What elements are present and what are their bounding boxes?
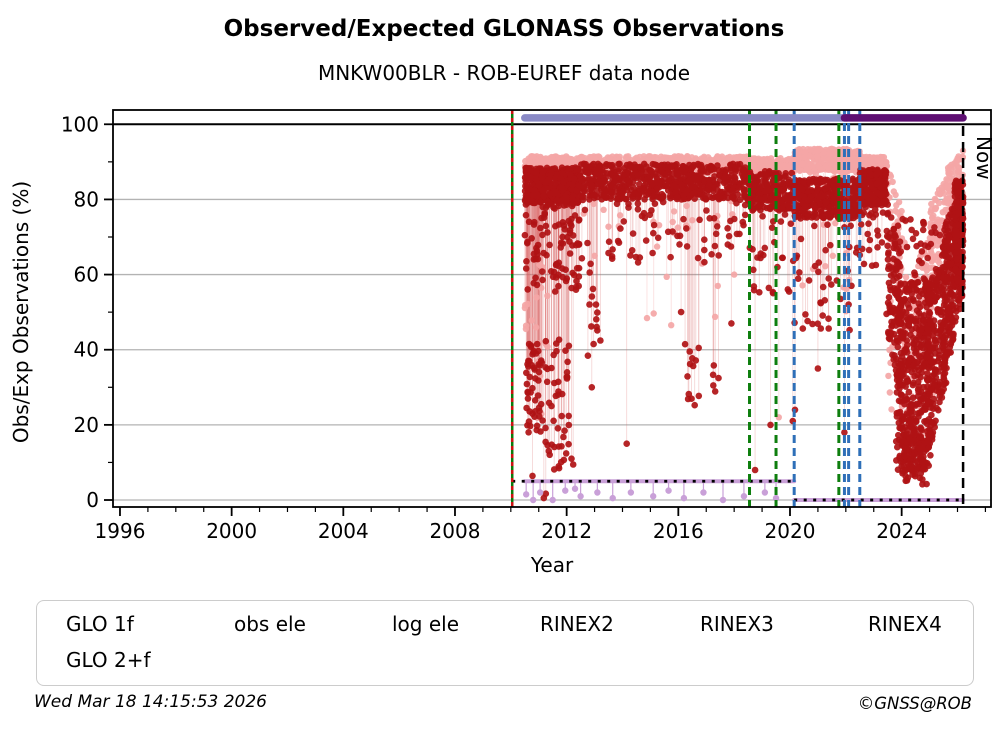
legend-item-glo-1f: GLO 1f [57,608,225,640]
chart-subtitle: MNKW00BLR - ROB-EUREF data node [317,61,691,85]
legend-item-glo-2f: GLO 2+f [57,644,225,676]
plot-timestamp: Wed Mar 18 14:15:53 2026 [34,692,267,712]
legend-item-rinex3: RINEX3 [691,608,859,640]
legend-item-rinex4: RINEX4 [859,608,973,640]
legend-label: RINEX4 [868,612,942,636]
plot-frame-and-ticks [104,109,992,516]
now-label: Now [972,136,996,180]
legend-label: RINEX2 [540,612,614,636]
scatter-points [521,145,967,502]
legend-label: obs ele [234,612,306,636]
legend-item-log-ele: log ele [383,608,531,640]
copyright-credit: ©GNSS@ROB [857,694,972,713]
legend-label: GLO 1f [66,612,134,636]
series-glo-2-f [521,160,967,502]
x-axis-label: Year [530,553,574,577]
legend-item-rinex2: RINEX2 [531,608,691,640]
legend-label: log ele [392,612,460,636]
legend-label: GLO 2+f [66,648,151,672]
legend-item-obs-ele: obs ele [225,608,383,640]
chart-title: Observed/Expected GLONASS Observations [223,16,785,42]
x-tick-labels: 1996 2000 2004 2008 2012 2016 2020 2024 [95,519,928,543]
y-axis-label: Obs/Exp Observations (%) [9,181,33,443]
event-lines [510,110,965,507]
legend-label: RINEX3 [700,612,774,636]
legend: GLO 1f obs ele log ele RINEX2 RINEX3 RIN… [36,600,974,686]
